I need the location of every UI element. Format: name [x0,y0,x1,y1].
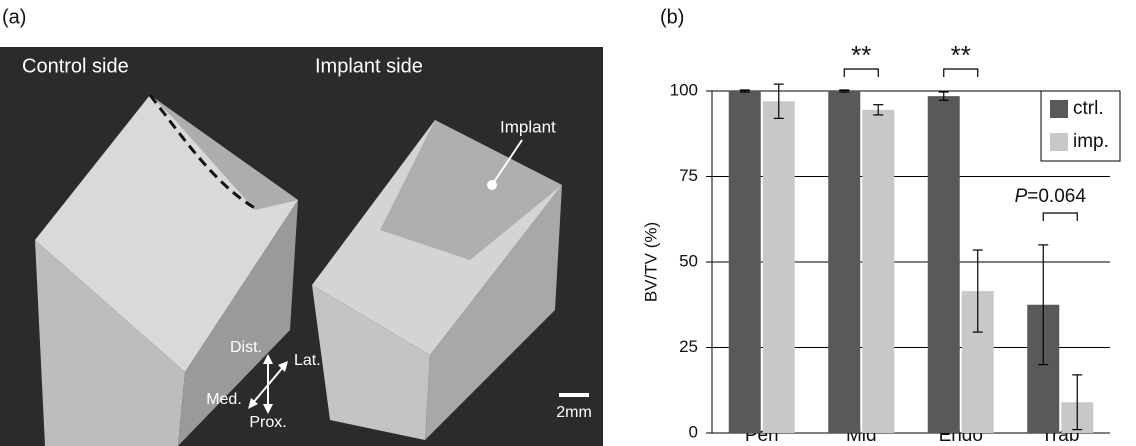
significance-bracket [1043,213,1077,221]
direction-label: Med. [206,391,242,408]
y-tick-label: 50 [679,251,698,270]
direction-label: Dist. [230,339,262,356]
bar [729,91,761,433]
figure: (a) (b) Control side Implant side Implan… [0,0,1136,446]
y-tick-label: 0 [689,422,698,441]
legend-swatch [1050,100,1068,118]
image-label: Implant [500,117,556,136]
bar [862,110,894,433]
annotation: ** [951,40,971,70]
y-axis-label: BV/TV (%) [641,222,660,302]
legend-label: ctrl. [1073,98,1104,119]
direction-label: Prox. [249,414,286,431]
y-tick-label: 100 [670,80,698,99]
panel-label: (b) [660,6,684,28]
direction-label: Lat. [294,352,321,369]
image-label: Control side [22,55,129,77]
micro-ct-image [0,47,603,446]
significance-bracket [844,69,878,77]
panel-label: (a) [2,6,26,28]
y-tick-label: 25 [679,337,698,356]
annotation: P=0.064 [1015,186,1087,207]
annotation: ** [851,40,871,70]
legend-swatch [1050,133,1068,151]
significance-bracket [944,69,978,77]
legend-label: imp. [1073,131,1109,152]
bar [763,101,795,433]
bar [828,91,860,433]
scale-label: 2mm [556,404,592,421]
image-label: Implant side [315,55,423,77]
bar [928,96,960,433]
y-tick-label: 75 [679,166,698,185]
